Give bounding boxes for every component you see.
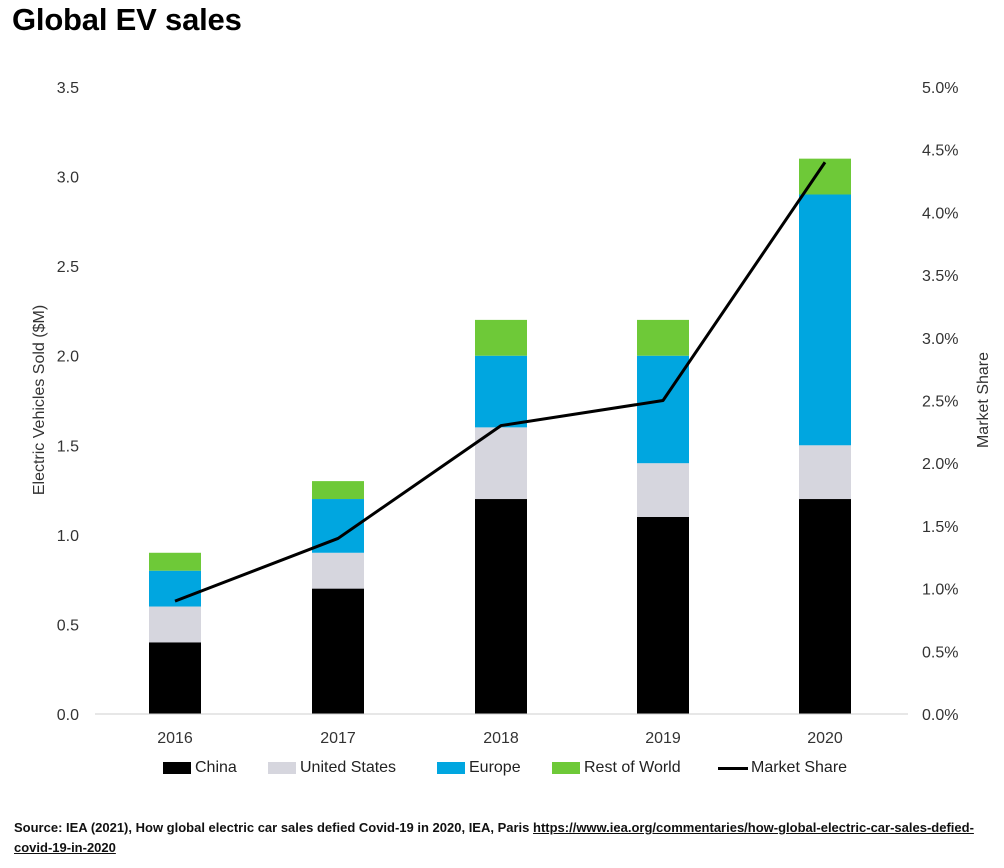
y-tick-label: 2.5 (57, 259, 79, 276)
y-right-tick-label: 4.5% (922, 143, 958, 160)
bar-united-states-2016 (149, 606, 201, 643)
y-tick-label: 1.0 (57, 528, 79, 545)
bar-united-states-2020 (799, 445, 851, 500)
legend-label-china: China (195, 759, 237, 776)
bar-china-2019 (637, 516, 689, 714)
source-note: Source: IEA (2021), How global electric … (14, 818, 994, 858)
source-link[interactable]: https://www.iea.org/commentaries/how-glo… (14, 820, 974, 855)
legend: China United States Europe Rest of World… (0, 759, 1004, 781)
y-tick-label: 3.0 (57, 170, 79, 187)
bar-united-states-2017 (312, 552, 364, 589)
market-share-line (174, 161, 827, 603)
y-tick-label: 2.0 (57, 349, 79, 366)
legend-label-europe: Europe (469, 759, 521, 776)
x-axis-ticks: 2016 2017 2018 2019 2020 (157, 730, 843, 747)
y-right-tick-label: 3.0% (922, 331, 958, 348)
bar-rest-of-world-2017 (312, 481, 364, 500)
bar-china-2020 (799, 499, 851, 714)
ev-sales-chart: 0.0 0.5 1.0 1.5 2.0 2.5 3.0 3.5 0.0% 0.5% 1.0% 1.5… (31, 80, 992, 747)
y-axis-title: Electric Vehicles Sold ($M) (31, 305, 48, 495)
y-right-tick-label: 1.0% (922, 582, 958, 599)
legend-label-rest-of-world: Rest of World (584, 759, 681, 776)
legend-item-china: China (163, 759, 237, 777)
y-right-tick-label: 3.5% (922, 268, 958, 285)
y-right-tick-label: 5.0% (922, 80, 958, 97)
bar-china-2018 (475, 499, 527, 714)
x-tick-label: 2017 (320, 730, 356, 747)
x-tick-label: 2020 (807, 730, 843, 747)
y-right-tick-label: 0.5% (922, 644, 958, 661)
legend-label-market-share: Market Share (751, 759, 848, 776)
legend-label-united-states: United States (300, 759, 397, 776)
legend-item-rest-of-world: Rest of World (552, 759, 681, 777)
y-tick-label: 0.0 (57, 707, 79, 724)
y-right-tick-label: 1.5% (922, 519, 958, 536)
bar-europe-2018 (475, 355, 527, 428)
legend-swatch-china (163, 762, 191, 774)
y-tick-label: 0.5 (57, 617, 79, 634)
legend-swatch-rest-of-world (552, 762, 580, 774)
right-axis-ticks: 0.0% 0.5% 1.0% 1.5% 2.0% 2.5% 3.0% 3.5% 4.0% 4.5%… (922, 80, 958, 724)
legend-swatch-united-states (268, 762, 296, 774)
legend-item-united-states: United States (268, 759, 396, 777)
bar-china-2017 (312, 588, 364, 714)
bar-group (149, 158, 851, 714)
x-tick-label: 2019 (645, 730, 681, 747)
y-tick-label: 3.5 (57, 80, 79, 97)
bar-united-states-2019 (637, 463, 689, 517)
left-axis-ticks: 0.0 0.5 1.0 1.5 2.0 2.5 3.0 3.5 (57, 80, 79, 724)
legend-item-europe: Europe (437, 759, 521, 777)
chart-title: Global EV sales (12, 2, 242, 37)
bar-rest-of-world-2019 (637, 319, 689, 356)
bar-rest-of-world-2018 (475, 319, 527, 356)
bar-china-2016 (149, 642, 201, 714)
legend-swatch-europe (437, 762, 465, 774)
x-tick-label: 2016 (157, 730, 193, 747)
y-right-tick-label: 2.5% (922, 394, 958, 411)
x-tick-label: 2018 (483, 730, 519, 747)
bar-rest-of-world-2016 (149, 552, 201, 571)
source-text: Source: IEA (2021), How global electric … (14, 820, 533, 835)
y-right-tick-label: 0.0% (922, 707, 958, 724)
y-axis-right-title: Market Share (975, 352, 992, 448)
legend-item-market-share: Market Share (718, 759, 847, 777)
bar-europe-2020 (799, 194, 851, 446)
y-right-tick-label: 2.0% (922, 456, 958, 473)
y-right-tick-label: 4.0% (922, 205, 958, 222)
y-tick-label: 1.5 (57, 438, 79, 455)
legend-swatch-market-share (718, 766, 748, 770)
